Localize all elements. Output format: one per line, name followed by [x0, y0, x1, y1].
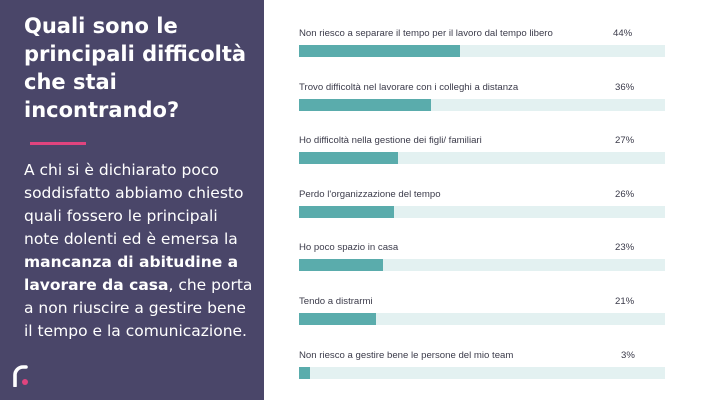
bar	[299, 259, 384, 272]
value-label: 27%	[615, 135, 635, 147]
value-label: 26%	[615, 188, 635, 200]
panel-description: A chi si è dichiarato poco soddisfatto a…	[24, 159, 256, 343]
value-label: 44%	[613, 28, 633, 39]
bar-chart: Non riesco a separare il tempo per il la…	[299, 0, 679, 400]
accent-divider	[30, 142, 86, 145]
category-label: Ho difficoltà nella gestione dei figli/ …	[299, 135, 482, 147]
category-label: Non riesco a gestire bene le persone del…	[299, 349, 514, 361]
left-panel: Quali sono le principali difficoltà che …	[0, 0, 264, 400]
category-label: Trovo difficoltà nel lavorare con i coll…	[299, 81, 519, 93]
chart-row: Ho poco spazio in casa 23%	[299, 242, 665, 282]
bar-track	[299, 205, 665, 218]
value-label: 23%	[615, 242, 635, 254]
chart-row: Non riesco a gestire bene le persone del…	[299, 350, 665, 390]
value-label: 21%	[615, 296, 635, 307]
brand-logo-icon	[13, 365, 28, 387]
bar	[299, 205, 395, 218]
bar	[299, 98, 431, 111]
description-highlight: mancanza di abitudine a lavorare da casa	[24, 253, 239, 294]
chart-row: Ho difficoltà nella gestione dei figli/ …	[299, 135, 665, 175]
bar-track	[299, 98, 665, 111]
bar-track	[299, 152, 665, 165]
bar	[299, 313, 376, 325]
chart-row: Non riesco a separare il tempo per il la…	[299, 28, 665, 68]
category-label: Tendo a distrarmi	[299, 296, 373, 307]
description-text-end: , che porta a non riuscire a gestire ben…	[24, 276, 253, 340]
value-label: 36%	[615, 81, 635, 93]
chart-row: Perdo l'organizzazione del tempo 26%	[299, 189, 665, 229]
bar	[299, 45, 461, 57]
chart-row: Trovo difficoltà nel lavorare con i coll…	[299, 82, 665, 122]
value-label: 3%	[621, 349, 635, 361]
bar-track	[299, 45, 665, 57]
panel-title: Quali sono le principali difficoltà che …	[24, 14, 247, 122]
category-label: Non riesco a separare il tempo per il la…	[299, 28, 553, 39]
bar-track	[299, 366, 665, 379]
chart-row: Tendo a distrarmi 21%	[299, 296, 665, 336]
category-label: Ho poco spazio in casa	[299, 242, 399, 254]
bar-track	[299, 259, 665, 272]
bar	[299, 366, 310, 379]
bar	[299, 152, 398, 165]
bar-track	[299, 313, 665, 325]
category-label: Perdo l'organizzazione del tempo	[299, 188, 441, 200]
description-text-start: A chi si è dichiarato poco soddisfatto a…	[24, 161, 244, 248]
